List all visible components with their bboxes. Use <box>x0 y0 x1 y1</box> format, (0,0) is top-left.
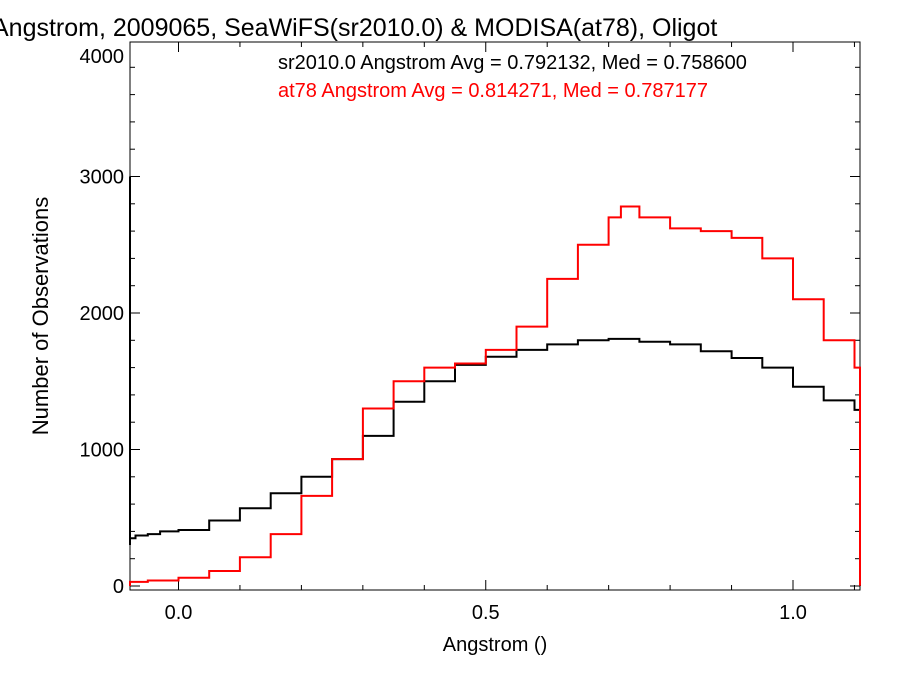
series-layer <box>129 176 861 586</box>
y-tick-label: 0 <box>113 576 124 598</box>
y-tick-label: 2000 <box>80 303 125 325</box>
y-tick-label: 4000 <box>80 46 125 68</box>
y-axis: 0 1000 2000 3000 4000 <box>80 46 860 598</box>
y-tick-label: 1000 <box>80 440 125 462</box>
y-tick-label: 3000 <box>80 167 125 189</box>
x-axis: 0.00.51.01.52.0 <box>165 42 855 624</box>
series-at78-line <box>129 205 861 586</box>
annotation-at78: at78 Angstrom Avg = 0.814271, Med = 0.78… <box>278 80 708 102</box>
annotation-sr2010: sr2010.0 Angstrom Avg = 0.792132, Med = … <box>278 52 747 74</box>
chart-title: Angstrom, 2009065, SeaWiFS(sr2010.0) & M… <box>0 14 717 42</box>
x-tick-label: 0.0 <box>165 602 193 624</box>
x-tick-label: 0.5 <box>472 602 500 624</box>
x-tick-label: 1.0 <box>779 602 807 624</box>
y-axis-label: Number of Observations <box>28 197 53 435</box>
x-axis-label: Angstrom () <box>443 634 547 656</box>
